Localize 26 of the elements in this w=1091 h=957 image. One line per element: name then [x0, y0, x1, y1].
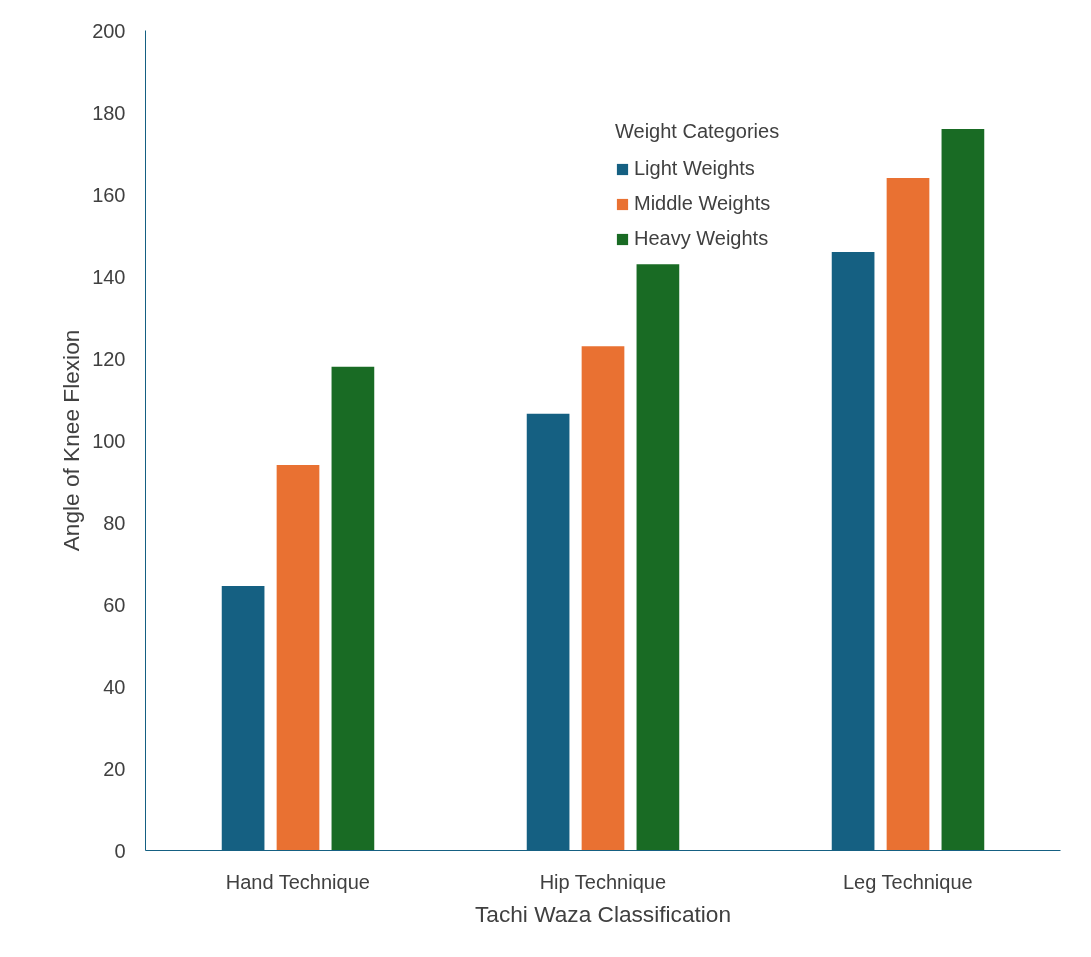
bar [886, 178, 930, 851]
y-axis-title: Angle of Knee Flexion [58, 329, 85, 552]
legend-label: Heavy Weights [634, 227, 769, 250]
x-tick-label: Hand Technique [225, 870, 370, 893]
y-tick-label: 20 [103, 757, 126, 780]
y-tick-label: 200 [92, 19, 126, 42]
y-tick-label: 140 [92, 265, 126, 288]
y-tick-label: 100 [92, 429, 126, 452]
x-axis-title: Tachi Waza Classification [474, 900, 732, 927]
y-tick-label: 160 [92, 183, 126, 206]
legend-title: Weight Categories [615, 120, 780, 143]
x-tick-label: Leg Technique [842, 870, 973, 893]
bar [331, 366, 375, 851]
bar [276, 465, 320, 851]
y-tick-label: 60 [103, 593, 126, 616]
legend-label: Light Weights [634, 157, 755, 180]
y-tick-label: 0 [114, 839, 126, 862]
x-tick-label: Hip Technique [539, 870, 667, 893]
legend-label: Middle Weights [634, 192, 771, 215]
bar [636, 264, 680, 851]
y-tick-label: 80 [103, 511, 126, 534]
bar [941, 128, 985, 851]
y-tick-label: 120 [92, 347, 126, 370]
y-tick-label: 180 [92, 101, 126, 124]
bar [581, 346, 625, 851]
y-tick-label: 40 [103, 675, 126, 698]
